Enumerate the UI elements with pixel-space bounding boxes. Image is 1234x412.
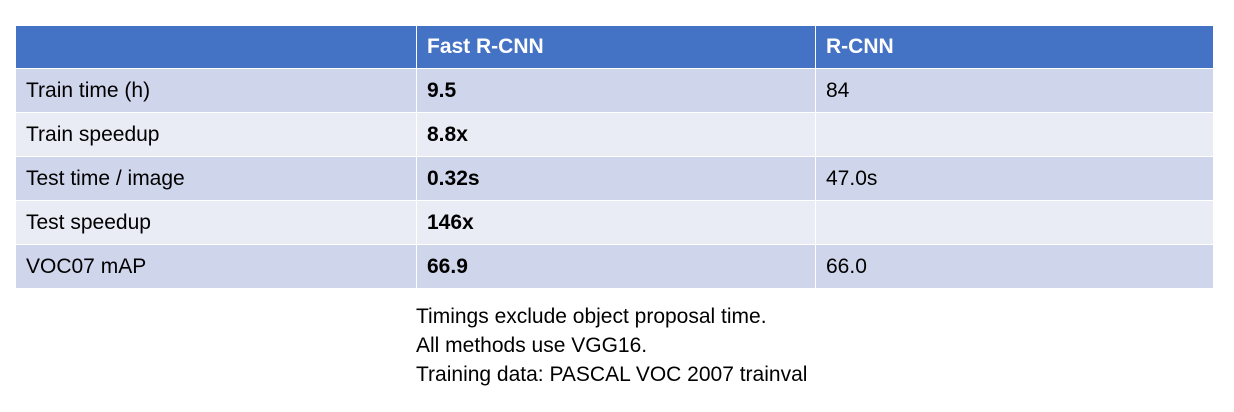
table-row: VOC07 mAP 66.9 66.0 (16, 244, 1213, 288)
note-line: Training data: PASCAL VOC 2007 trainval (416, 363, 808, 386)
row-label: VOC07 mAP (26, 254, 147, 278)
table-row: Train speedup 8.8x (16, 112, 1213, 156)
rcnn-value: 84 (815, 69, 1213, 112)
table-row: Test time / image 0.32s 47.0s (16, 156, 1213, 200)
table-header-row: Fast R-CNN R-CNN (16, 26, 1213, 68)
rcnn-value (815, 201, 1213, 244)
rcnn-value: 47.0s (815, 157, 1213, 200)
note-line: All methods use VGG16. (416, 334, 648, 357)
table-row: Test speedup 146x (16, 200, 1213, 244)
rcnn-value (815, 113, 1213, 156)
header-cell-empty (16, 26, 416, 68)
footnotes: Timings exclude object proposal time. Al… (416, 302, 807, 389)
fast-rcnn-value: 146x (416, 201, 815, 244)
fast-rcnn-value: 9.5 (416, 69, 815, 112)
row-label: Train speedup (26, 122, 160, 146)
note-line: Timings exclude object proposal time. (416, 305, 767, 328)
fast-rcnn-value: 8.8x (416, 113, 815, 156)
row-label: Train time (h) (26, 78, 151, 102)
row-label: Test time / image (26, 166, 185, 190)
row-label: Test speedup (26, 210, 151, 234)
rcnn-value: 66.0 (815, 245, 1213, 288)
fast-rcnn-value: 66.9 (416, 245, 815, 288)
fast-rcnn-value: 0.32s (416, 157, 815, 200)
comparison-table: Fast R-CNN R-CNN Train time (h) 9.5 84 T… (16, 26, 1213, 288)
table-row: Train time (h) 9.5 84 (16, 68, 1213, 112)
header-cell-rcnn: R-CNN (815, 26, 1213, 68)
header-cell-fast-rcnn: Fast R-CNN (416, 26, 815, 68)
